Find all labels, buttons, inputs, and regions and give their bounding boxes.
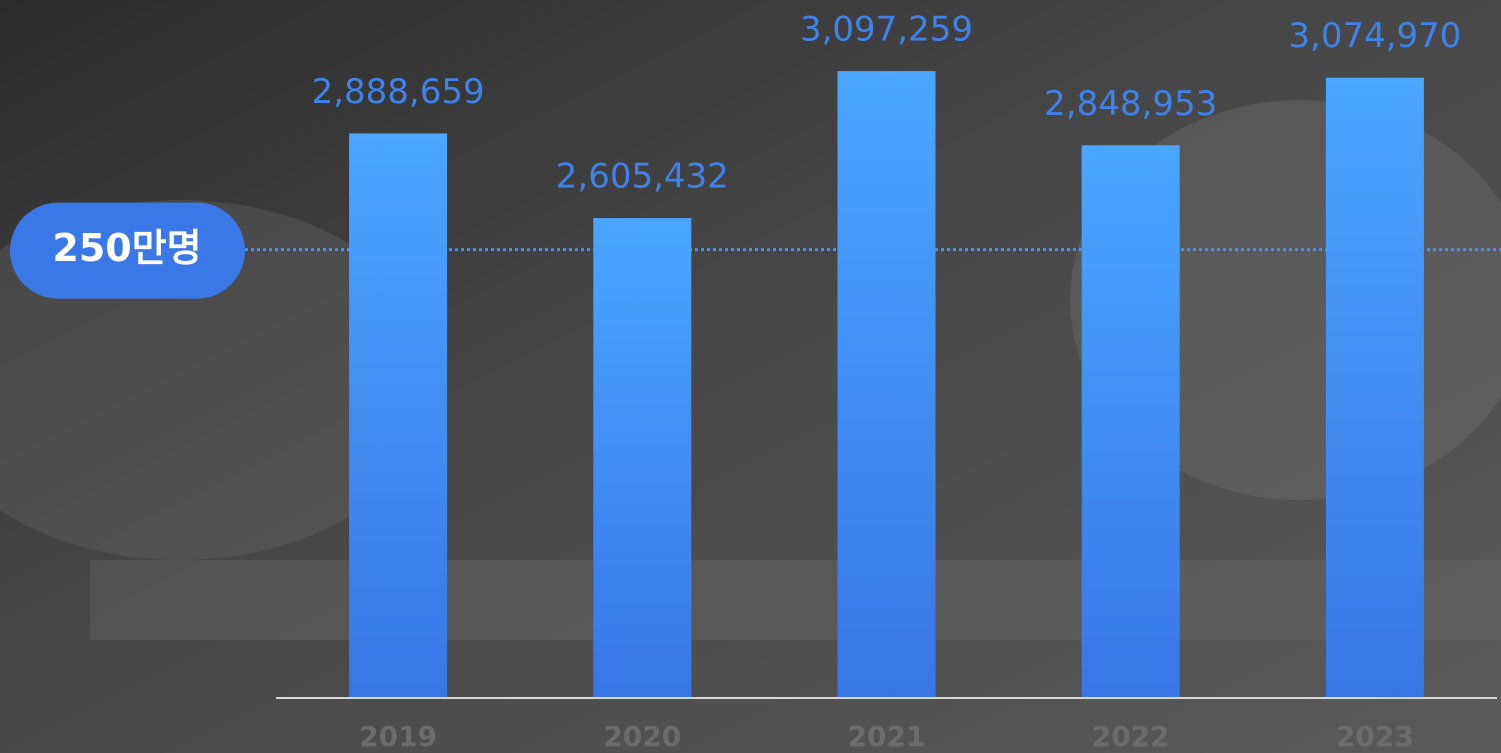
x-tick-label: 2021 [848, 720, 926, 753]
x-tick-label: 2022 [1092, 720, 1170, 753]
x-tick-label: 2019 [359, 720, 437, 753]
x-tick-label: 2023 [1336, 720, 1414, 753]
value-label: 3,097,259 [800, 10, 973, 50]
bar [1081, 145, 1180, 698]
bar [349, 133, 448, 698]
value-label: 2,848,953 [1044, 84, 1217, 124]
bar [593, 218, 692, 698]
bar [837, 71, 936, 699]
value-label: 2,605,432 [556, 157, 729, 197]
bar [1325, 77, 1424, 699]
reference-label-pill [10, 202, 245, 299]
reference-label: 250만명 [52, 226, 201, 270]
x-tick-label: 2020 [603, 720, 681, 753]
value-label: 3,074,970 [1288, 16, 1461, 56]
background-shape [90, 560, 1501, 640]
value-label: 2,888,659 [312, 72, 485, 112]
